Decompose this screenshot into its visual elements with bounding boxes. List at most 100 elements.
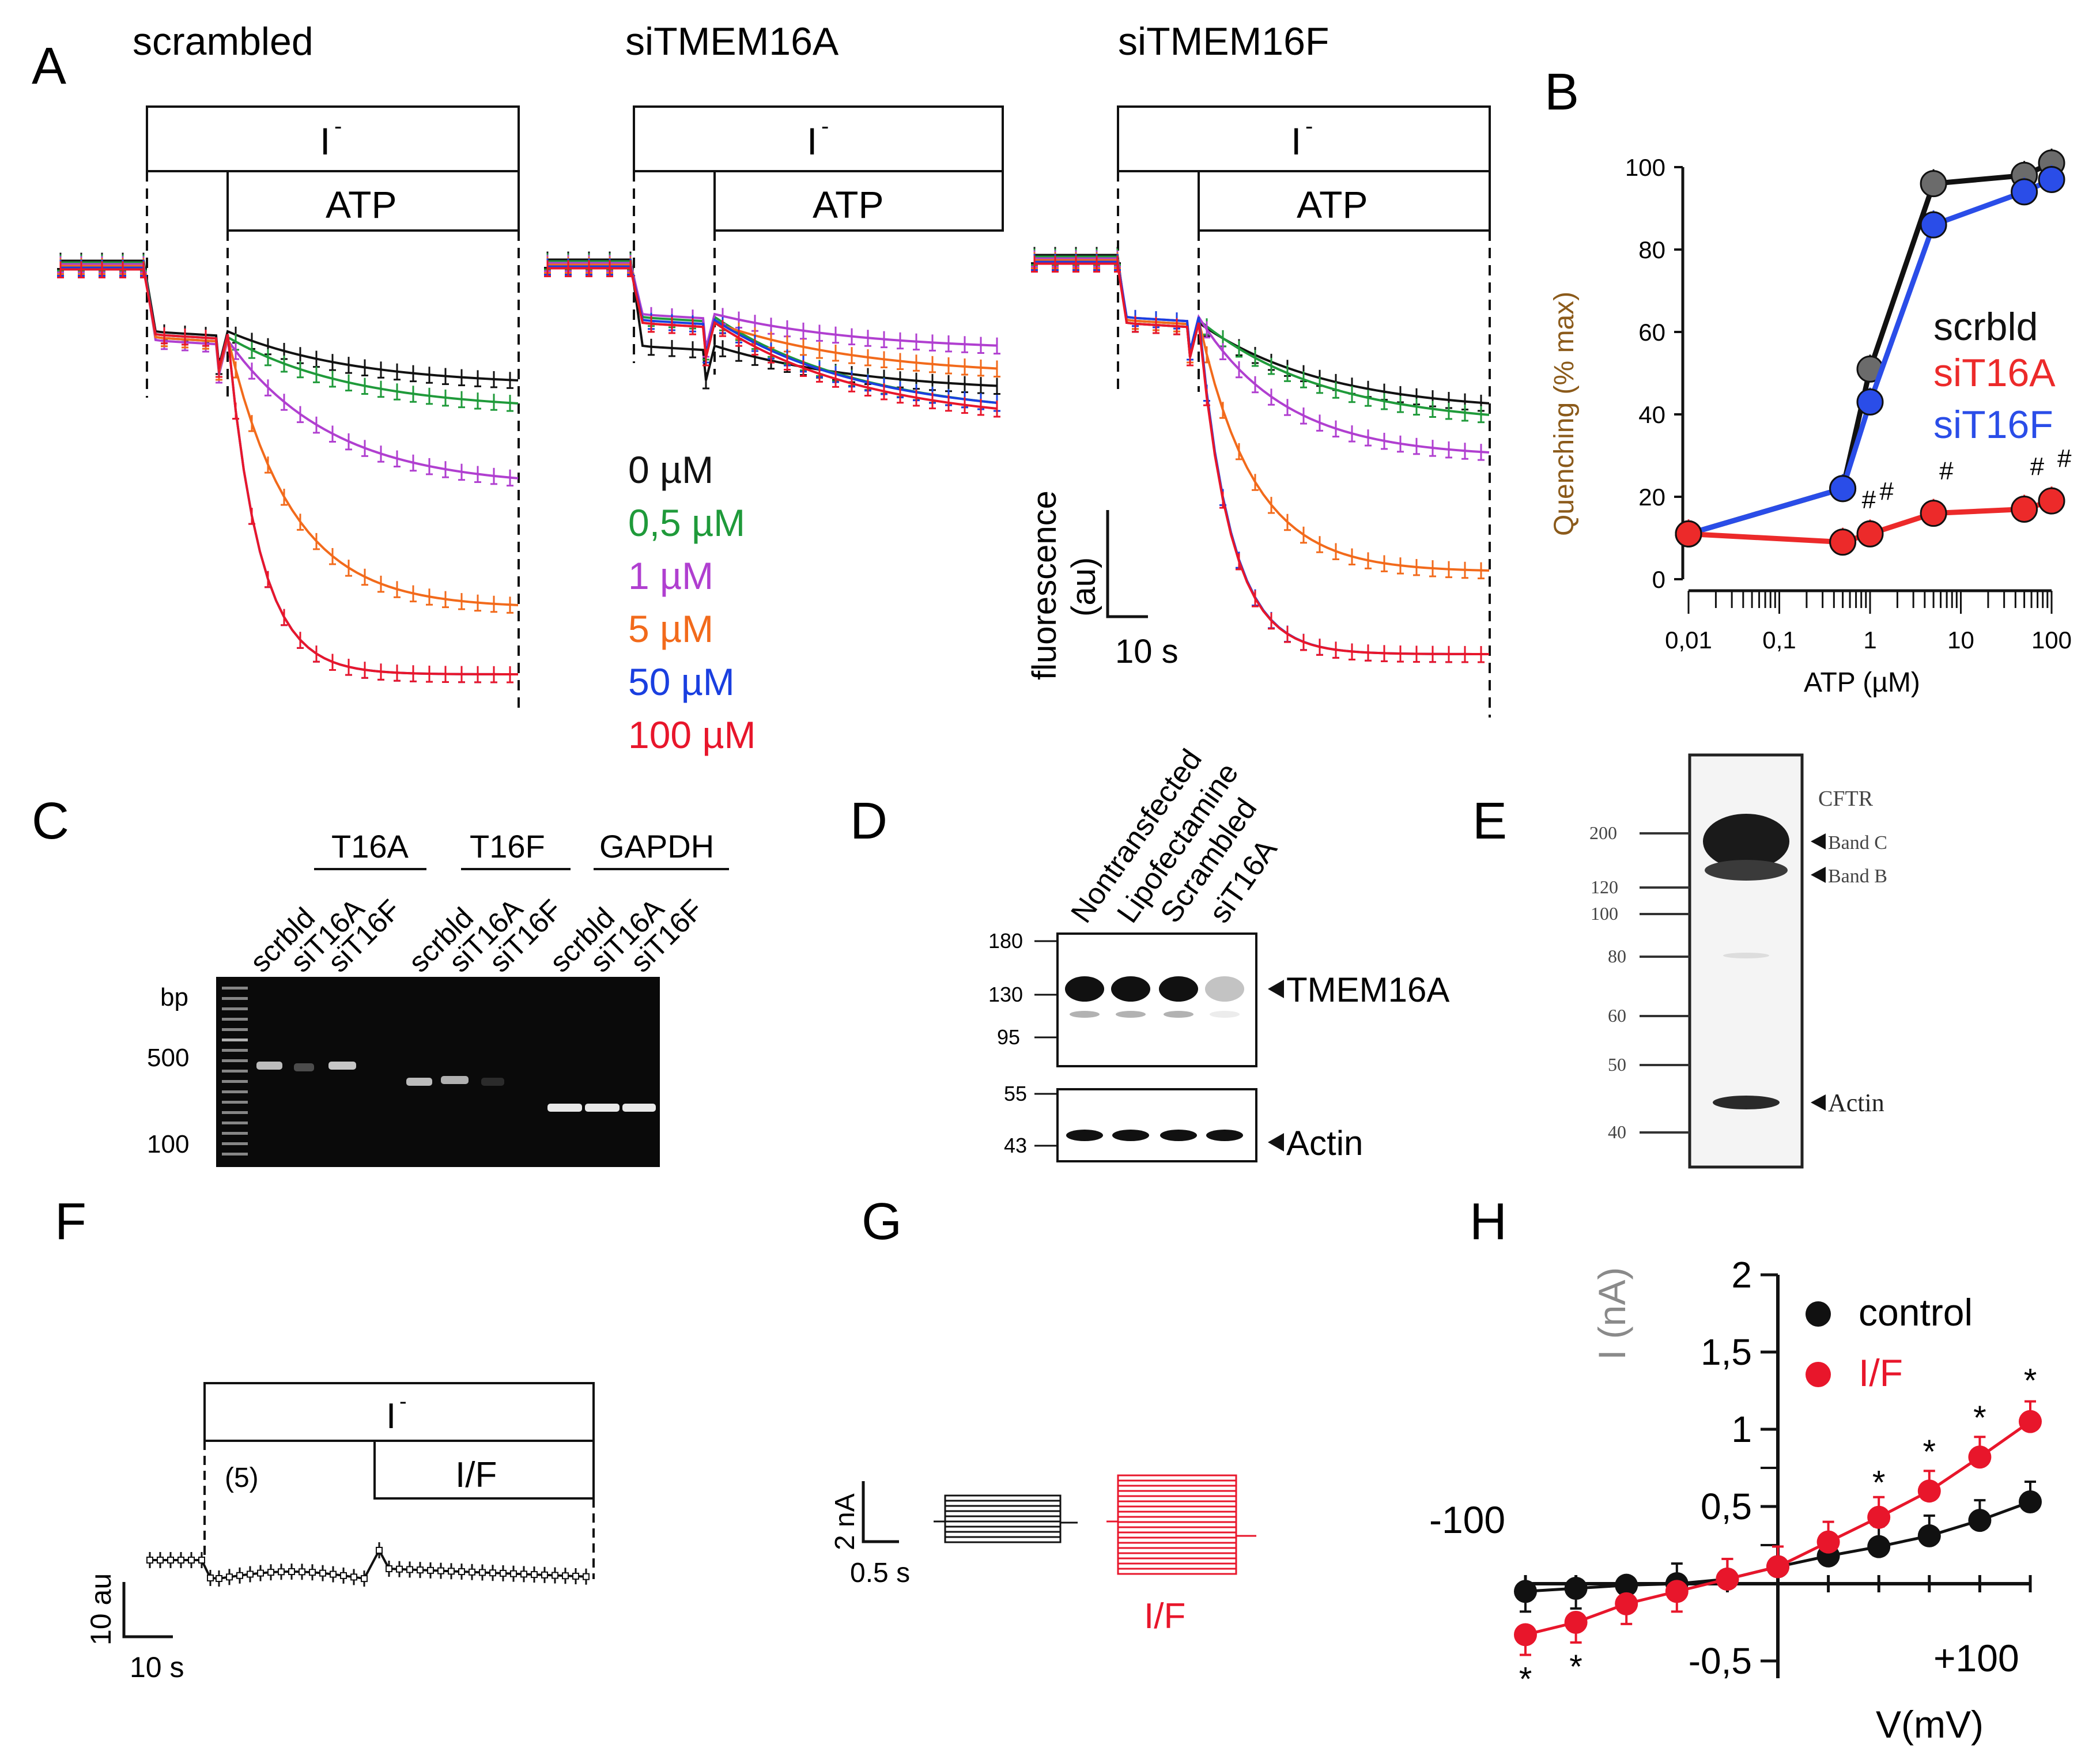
point-f — [299, 1568, 305, 1576]
panel-h-legend-if: I/F — [1859, 1351, 1903, 1394]
point-f — [288, 1568, 295, 1575]
panel-a-title-scrambled: scrambled — [133, 20, 314, 63]
point-siT16F — [1856, 388, 1884, 416]
point-siT16A — [1675, 520, 1702, 548]
point-h-0 — [1564, 1577, 1588, 1600]
panel-c-bp: bp — [160, 983, 188, 1011]
point-f — [278, 1568, 285, 1576]
e-mw-60: 60 — [1608, 1005, 1626, 1026]
ladder-band — [222, 1080, 248, 1083]
point-f — [188, 1557, 195, 1564]
trace-g-if — [1106, 1490, 1256, 1537]
panel-a-bars-sitmem16a — [633, 105, 1004, 375]
trace-g-if — [1106, 1520, 1256, 1537]
gel-band — [585, 1104, 620, 1112]
e-mw-100: 100 — [1591, 903, 1618, 924]
significance-hash: # — [1862, 485, 1876, 513]
tick-label-y: 80 — [1638, 236, 1665, 263]
panel-f-scale-y: 10 au — [85, 1573, 117, 1645]
tick-label-x: 100 — [2031, 626, 2072, 654]
blot-band-tmem16a — [1159, 976, 1198, 1002]
significance-hash: # — [2057, 444, 2072, 473]
trace-g-control — [934, 1520, 1078, 1524]
trace-a-0-0 — [61, 259, 519, 382]
tick-label-y: 20 — [1638, 484, 1665, 511]
panel-c-gel — [216, 977, 660, 1167]
point-f — [510, 1570, 517, 1577]
point-f — [207, 1574, 214, 1581]
panel-e-band-actin — [1713, 1096, 1780, 1109]
tick-label-y: 60 — [1638, 319, 1665, 346]
gel-band — [406, 1078, 432, 1086]
point-f — [520, 1570, 527, 1578]
panel-a-iodide-2: I — [807, 120, 817, 163]
panel-a-iodide-sup-3: - — [1305, 114, 1313, 139]
trace-a-2-0 — [1034, 254, 1490, 405]
ladder-band — [222, 1070, 248, 1073]
trace-a-1-2 — [547, 262, 998, 349]
point-f — [247, 1570, 254, 1578]
panel-h-legend-if-marker — [1806, 1362, 1831, 1387]
legend-5um: 5 µM — [628, 607, 713, 650]
panel-e-label-band-c: Band C — [1828, 832, 1887, 854]
point-f — [236, 1572, 243, 1579]
significance-star: * — [1519, 1660, 1532, 1698]
mw-43: 43 — [1004, 1134, 1027, 1157]
point-siT16A — [1856, 520, 1884, 548]
mw-180: 180 — [988, 929, 1023, 953]
point-h-0 — [1514, 1580, 1537, 1603]
blot-band-tmem16a — [1111, 976, 1150, 1002]
ladder-band — [222, 987, 248, 990]
tick-label-y: 100 — [1625, 154, 1665, 181]
panel-h-neg-label: -100 — [1429, 1498, 1505, 1541]
point-f — [396, 1565, 403, 1573]
panel-e-mw: 200 120 100 80 60 50 40 — [1589, 822, 1626, 1142]
point-f — [167, 1557, 174, 1564]
panel-label-c: C — [32, 792, 69, 850]
panel-g-scale-x: 0.5 s — [850, 1558, 910, 1588]
significance-hash: # — [2030, 452, 2045, 481]
point-f — [427, 1566, 434, 1574]
panel-a-iodide-sup-1: - — [334, 114, 342, 139]
point-f — [386, 1565, 392, 1572]
panel-e-faint-band — [1723, 953, 1769, 958]
ladder-band — [222, 1007, 248, 1010]
point-h-1 — [2019, 1410, 2042, 1433]
mw-130: 130 — [988, 983, 1023, 1006]
trace-g-if — [1106, 1520, 1256, 1539]
panel-d-blot-bottom — [1056, 1088, 1257, 1162]
ladder-band — [222, 1018, 248, 1021]
panel-a-bars-sitmem16f — [1117, 105, 1491, 718]
panel-h-legend-control: control — [1859, 1291, 1973, 1334]
trace-g-control — [934, 1520, 1078, 1538]
panel-c-group-t16f: T16F — [470, 828, 545, 864]
legend-0-5um: 0,5 µM — [628, 501, 745, 544]
point-f — [458, 1568, 465, 1576]
point-f — [572, 1572, 579, 1580]
blot-band-actin — [1160, 1130, 1197, 1141]
panel-c-group-t16a: T16A — [331, 828, 409, 864]
trace-g-if — [1106, 1520, 1256, 1570]
point-h-1 — [1665, 1580, 1689, 1603]
point-siT16F — [1829, 475, 1857, 503]
point-f — [177, 1557, 184, 1564]
gel-band — [547, 1104, 582, 1112]
panel-h-ylabel: I (nA) — [1591, 1267, 1633, 1360]
panel-h-pos-label: +100 — [1933, 1637, 2019, 1679]
point-f — [267, 1569, 274, 1576]
point-siT16A — [1829, 528, 1857, 556]
panel-a-iodide-1: I — [320, 120, 330, 163]
panel-f-scale-x: 10 s — [130, 1651, 184, 1683]
gel-band — [481, 1078, 504, 1086]
point-f — [562, 1572, 569, 1580]
point-f — [489, 1569, 496, 1577]
trace-g-if — [1106, 1520, 1256, 1537]
panel-label-b: B — [1544, 63, 1579, 121]
panel-e-title: CFTR — [1818, 787, 1874, 811]
tick-label-y: 2 — [1731, 1254, 1752, 1296]
blot-band-faint — [1164, 1011, 1193, 1018]
point-f — [541, 1571, 548, 1579]
panel-c-marker-100: 100 — [147, 1130, 189, 1158]
point-h-0 — [1968, 1509, 1992, 1532]
